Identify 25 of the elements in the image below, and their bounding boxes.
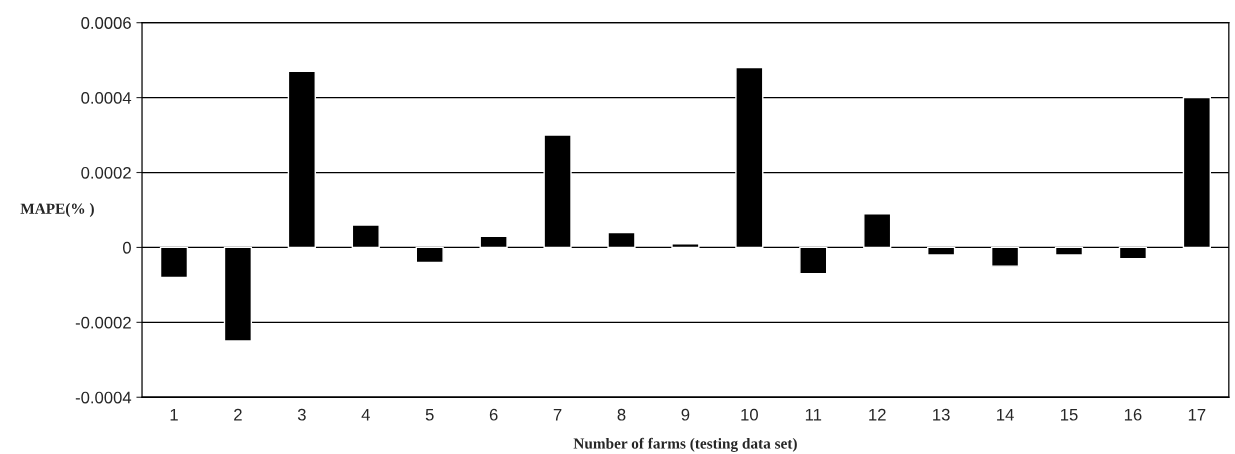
x-tick-label: 11 [805,408,822,421]
x-tick-label: 2 [234,408,242,421]
x-axis-title: Number of farms (testing data set) [573,437,797,452]
x-tick-label: 15 [1061,408,1078,421]
x-tick-label: 1 [170,408,178,421]
y-tick-label: -0.0004 [75,391,132,404]
x-tick-label: 6 [489,408,498,421]
x-tick-label: 10 [741,408,758,421]
x-tick-label: 9 [681,408,690,421]
y-axis-title: MAPE(% ) [20,203,94,217]
y-tick-label: 0 [122,241,131,254]
x-tick-label: 8 [617,408,626,421]
y-tick-label: 0.0002 [81,166,131,179]
x-tick-label: 3 [297,408,306,421]
x-tick-label: 13 [933,408,950,421]
y-tick-label: -0.0002 [75,316,131,329]
x-tick-label: 7 [553,408,562,421]
x-tick-label: 14 [997,408,1014,421]
x-tick-label: 4 [361,408,370,421]
y-tick-label: 0.0006 [81,17,131,29]
x-tick-label: 5 [425,408,434,421]
x-tick-label: 12 [869,408,886,421]
x-tick-label: 17 [1188,408,1206,421]
x-tick-label: 16 [1124,408,1142,421]
y-tick-label: 0.0004 [81,92,132,104]
